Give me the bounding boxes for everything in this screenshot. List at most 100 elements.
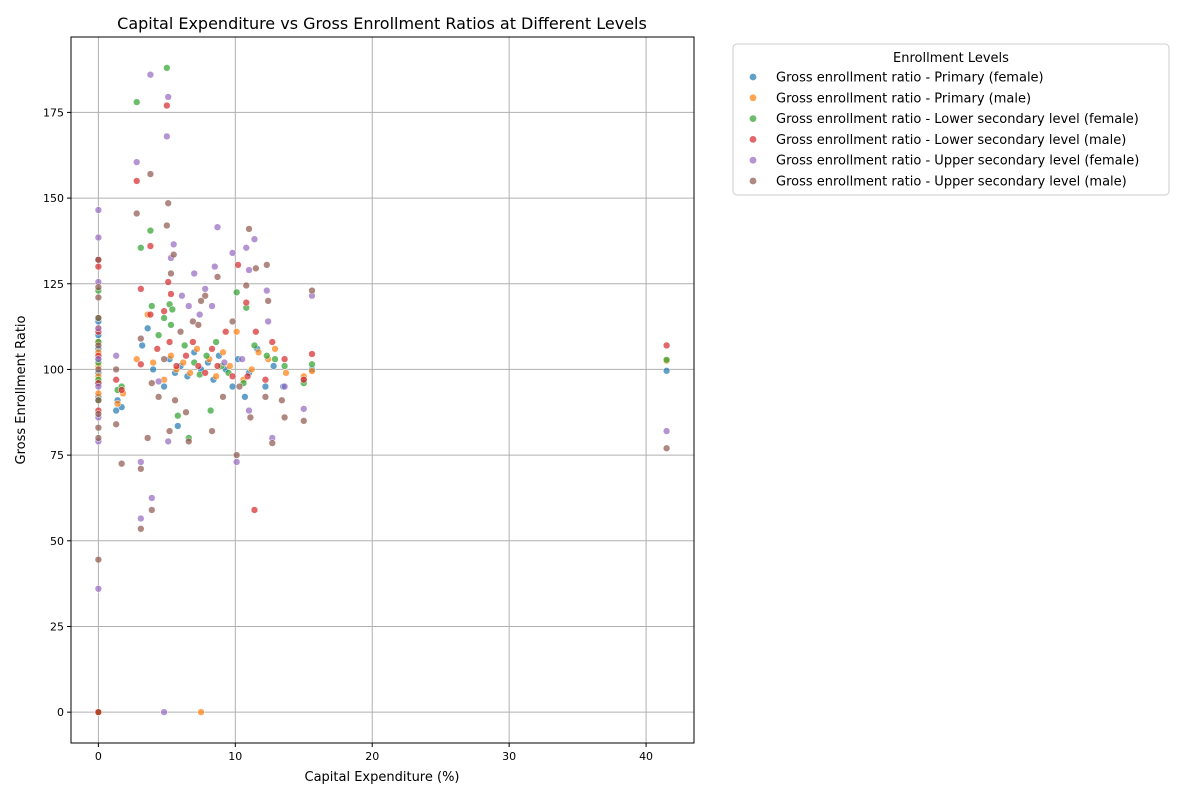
data-point — [94, 424, 103, 432]
data-point — [94, 262, 103, 271]
data-point — [193, 345, 201, 353]
data-point — [137, 458, 145, 466]
data-point — [137, 360, 145, 368]
data-point — [94, 389, 103, 398]
data-point — [154, 377, 163, 386]
data-point — [94, 293, 103, 302]
data-point — [146, 170, 155, 178]
data-point — [238, 355, 246, 363]
data-point — [182, 408, 190, 416]
data-point — [160, 355, 168, 363]
data-point — [164, 437, 172, 446]
data-point — [148, 302, 156, 310]
data-point — [163, 101, 171, 110]
data-point — [201, 292, 209, 300]
data-point — [133, 158, 141, 166]
data-point — [133, 177, 141, 185]
data-point — [190, 269, 198, 278]
data-point — [269, 362, 278, 370]
data-point — [228, 382, 237, 391]
data-point — [165, 427, 174, 435]
data-point — [137, 285, 145, 293]
data-point — [264, 297, 272, 305]
data-point — [662, 341, 671, 350]
y-tick-label: 175 — [43, 106, 64, 119]
data-point — [94, 382, 103, 391]
y-tick-label: 25 — [50, 620, 64, 633]
data-point — [219, 348, 227, 356]
plot-frame — [70, 36, 695, 744]
data-point — [233, 288, 241, 296]
x-tick-label: 0 — [95, 750, 102, 763]
data-point — [170, 240, 178, 248]
legend-item: Gross enrollment ratio - Upper secondary… — [749, 154, 1139, 169]
chart-title: Capital Expenditure vs Gross Enrollment … — [117, 14, 647, 33]
data-point — [250, 235, 259, 243]
data-point — [94, 555, 103, 564]
data-point — [165, 338, 174, 346]
data-point — [94, 283, 103, 291]
y-tick-label: 75 — [50, 449, 64, 462]
data-point — [94, 585, 103, 593]
data-point — [220, 358, 229, 367]
legend-label: Gross enrollment ratio - Primary (male) — [776, 91, 1031, 106]
data-point — [212, 338, 220, 346]
data-point — [146, 226, 155, 235]
data-point — [248, 365, 256, 374]
data-point — [94, 410, 103, 418]
data-point — [308, 367, 316, 375]
data-point — [94, 708, 103, 716]
data-point — [213, 362, 222, 370]
data-point — [185, 302, 193, 310]
data-point — [172, 362, 181, 370]
data-point — [112, 352, 120, 360]
data-point — [94, 314, 103, 322]
data-point — [133, 98, 141, 106]
data-point — [112, 420, 120, 428]
data-point — [137, 244, 145, 252]
data-point — [171, 396, 179, 404]
data-point — [163, 221, 171, 230]
data-point — [233, 328, 241, 336]
legend-label: Gross enrollment ratio - Lower secondary… — [776, 112, 1139, 127]
y-axis-ticks: 0 25 50 75 100 125 150 175 — [43, 106, 71, 719]
data-point — [174, 412, 182, 420]
legend-label: Gross enrollment ratio - Upper secondary… — [776, 154, 1139, 169]
data-point — [118, 386, 126, 394]
data-point — [233, 458, 241, 466]
data-point — [264, 317, 272, 326]
data-point — [268, 439, 276, 447]
y-tick-label: 50 — [50, 535, 64, 548]
y-tick-label: 150 — [43, 192, 64, 205]
data-point — [185, 437, 193, 446]
data-point — [112, 406, 120, 415]
data-point — [308, 350, 316, 358]
data-point — [146, 71, 155, 79]
data-point — [219, 393, 227, 401]
data-point — [189, 338, 197, 346]
data-point — [137, 514, 145, 523]
data-point — [196, 310, 204, 319]
data-point — [202, 352, 211, 360]
data-points — [94, 64, 671, 716]
legend-marker — [749, 94, 757, 102]
legend-label: Gross enrollment ratio - Primary (female… — [776, 71, 1044, 86]
data-point — [280, 382, 289, 391]
legend-title: Enrollment Levels — [893, 51, 1009, 66]
data-point — [207, 406, 215, 415]
series-points — [94, 170, 671, 564]
data-point — [300, 376, 308, 384]
data-point — [263, 352, 271, 360]
data-point — [261, 376, 270, 384]
data-point — [153, 345, 161, 353]
data-point — [149, 365, 157, 374]
data-point — [146, 310, 155, 319]
data-point — [112, 376, 120, 384]
data-point — [167, 321, 175, 329]
data-point — [201, 285, 209, 293]
data-point — [280, 355, 289, 363]
x-tick-label: 30 — [502, 750, 516, 763]
data-point — [228, 317, 237, 326]
data-point — [228, 249, 237, 257]
data-point — [245, 225, 253, 233]
